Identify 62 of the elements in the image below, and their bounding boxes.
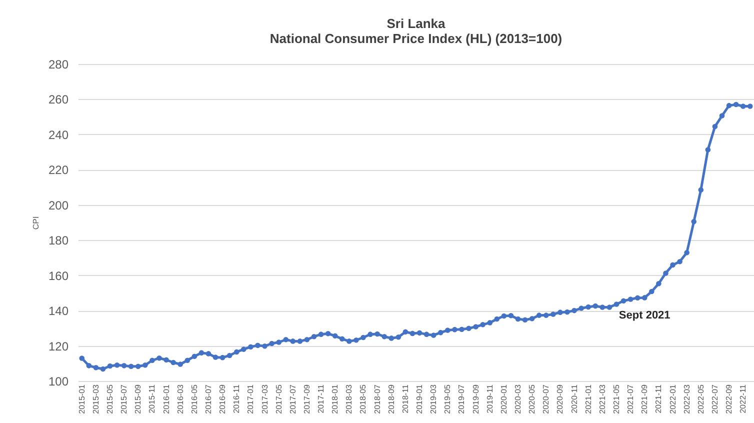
x-tick-label: 2017-03: [260, 384, 270, 414]
y-tick-label: 100: [48, 374, 69, 388]
y-axis-title: CPI: [31, 216, 40, 230]
chart-subtitle: National Consumer Price Index (HL) (2013=100): [270, 31, 562, 46]
x-tick-label: 2020-07: [542, 384, 551, 414]
x-tick-label: 2021-11: [654, 384, 664, 414]
y-tick-label: 200: [48, 198, 69, 212]
x-tick-label: 2016-09: [218, 384, 228, 414]
x-tick-label: 2019-05: [443, 384, 452, 414]
x-tick-label: 2021-09: [640, 384, 650, 414]
x-tick-label: 2022-03: [682, 384, 692, 414]
y-tick-label: 180: [48, 234, 69, 248]
x-tick-label: 2016-05: [190, 384, 199, 414]
x-tick-label: 2017-01: [246, 384, 256, 414]
x-tick-label: 2022-09: [724, 384, 734, 414]
x-tick-label: 2018-01: [330, 384, 340, 414]
x-tick-label: 2019-01: [415, 384, 424, 414]
x-tick-label: 2015-05: [106, 384, 115, 414]
x-tick-label: 2019-07: [457, 384, 466, 414]
y-tick-label: 260: [48, 92, 69, 107]
x-tick-label: 2017-05: [274, 384, 284, 414]
x-tick-label: 2015-11: [148, 384, 157, 414]
x-tick-label: 2021-03: [598, 384, 607, 414]
x-tick-label: 2019-11: [485, 384, 494, 414]
x-tick-label: 2018-09: [386, 384, 396, 414]
x-tick-label: 2018-11: [400, 384, 410, 414]
x-tick-label: 2020-09: [556, 384, 565, 414]
x-tick-label: 2016-07: [204, 384, 213, 414]
x-tick-label: 2020-03: [514, 384, 522, 414]
x-tick-label: 2015-07: [120, 384, 129, 414]
x-tick-label: 2022-05: [696, 384, 706, 414]
x-tick-label: 2019-03: [429, 384, 438, 414]
y-tick-label: 120: [48, 339, 69, 354]
chart-title: Sri Lanka: [386, 16, 446, 31]
x-tick-label: 2017-07: [288, 384, 298, 414]
annotation: Sept 2021: [618, 310, 670, 322]
x-tick-label: 2016-11: [232, 384, 242, 414]
x-tick-label: 2015-03: [91, 384, 100, 414]
x-tick-label: 2020-05: [528, 384, 537, 414]
x-tick-label: 2018-05: [358, 384, 368, 414]
x-tick-label: 2019-09: [471, 384, 480, 414]
x-tick-label: 2020-11: [570, 384, 579, 414]
x-tick-label: 2020-01: [499, 384, 508, 414]
y-tick-label: 220: [48, 163, 69, 178]
x-tick-label: 2018-03: [344, 384, 354, 414]
x-tick-label: 2015-01: [77, 384, 86, 414]
x-tick-label: 2021-07: [626, 384, 636, 414]
y-tick-label: 280: [48, 58, 69, 72]
x-tick-label: 2015-09: [134, 384, 143, 414]
x-tick-label: 2016-01: [162, 384, 171, 414]
x-tick-label: 2021-01: [584, 384, 593, 414]
y-tick-label: 240: [48, 128, 69, 142]
x-tick-label: 2022-07: [710, 384, 720, 414]
x-tick-label: 2021-05: [612, 384, 621, 414]
x-tick-label: 2018-07: [372, 384, 382, 414]
x-tick-label: 2016-03: [176, 384, 185, 414]
y-tick-label: 160: [48, 268, 69, 283]
x-tick-label: 2017-11: [316, 384, 326, 414]
y-tick-label: 140: [48, 304, 69, 318]
x-tick-label: 2017-09: [302, 384, 312, 414]
x-tick-label: 2022-11: [738, 384, 748, 414]
x-tick-label: 2022-01: [668, 384, 678, 414]
